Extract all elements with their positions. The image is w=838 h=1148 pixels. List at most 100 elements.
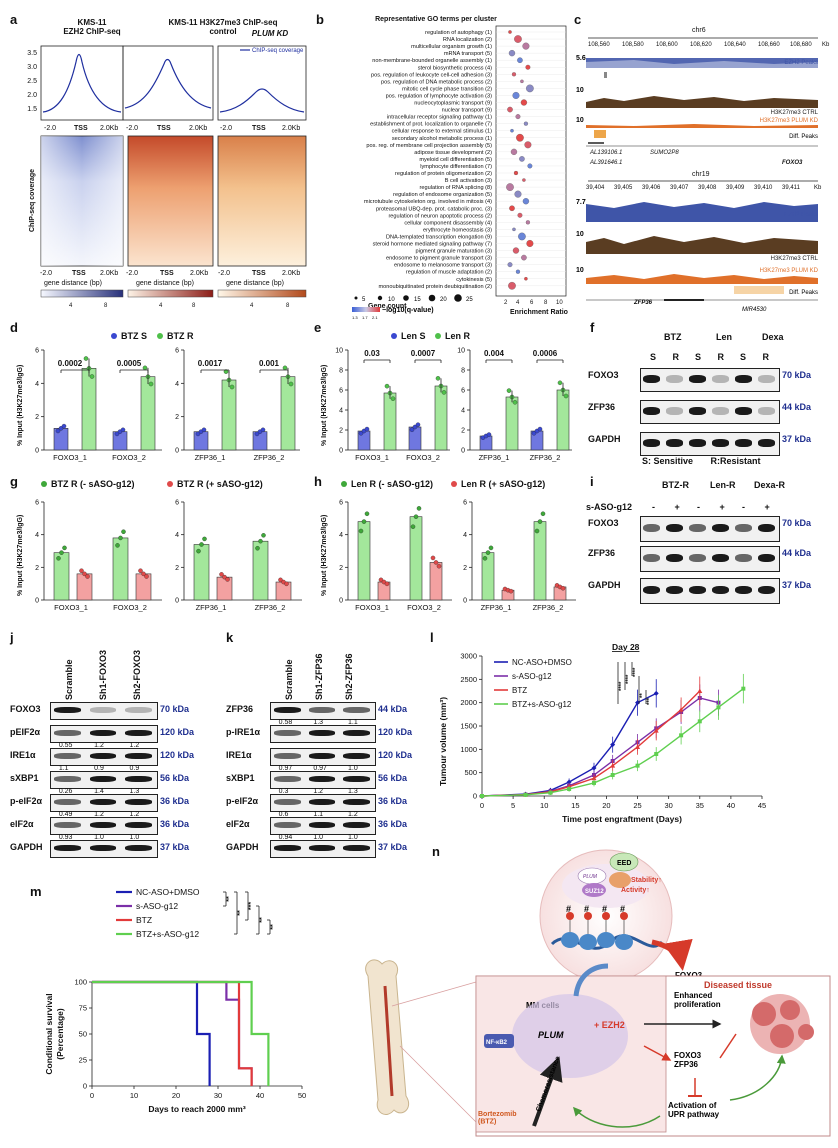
panel-a-xlabel: gene distance (bp) xyxy=(44,280,102,287)
blot-band xyxy=(124,799,152,805)
panel-a-heatmap-ctrl xyxy=(127,135,214,267)
blot-band xyxy=(54,845,82,851)
blot-quant: 1.2 xyxy=(129,742,140,749)
blot-band xyxy=(124,730,152,736)
panel-b-size-legend: 25 xyxy=(466,297,473,303)
panel-c-track-scale: 7.7 xyxy=(576,199,586,206)
data-point xyxy=(61,423,67,429)
blot-gel-strip xyxy=(640,546,780,572)
blot-group-label: Dexa xyxy=(762,332,784,342)
blot-kda-label: 70 kDa xyxy=(782,370,812,380)
blot-gel-strip xyxy=(640,516,780,542)
blot-band xyxy=(274,799,301,805)
eed-label: EED xyxy=(617,860,631,867)
data-point xyxy=(506,388,512,393)
blot-band xyxy=(308,730,336,736)
methyl-mark: # xyxy=(620,904,625,914)
blot-quant: 1.0 xyxy=(313,834,324,841)
y-tick-label: 6 xyxy=(461,388,465,395)
x-tick-label: 0 xyxy=(480,801,484,810)
go-dot xyxy=(522,42,530,50)
blot-band xyxy=(688,553,707,563)
y-axis-label: Conditional survival xyxy=(44,993,54,1074)
panel-c-coord: 108,660 xyxy=(758,42,780,48)
panel-k-label: k xyxy=(226,630,234,645)
panel-b-legend: 5 10 15 20 25 −log10(q-value) 1.3 1.7 2.… xyxy=(352,294,473,320)
x-tick-label: ZFP36_1 xyxy=(481,603,512,612)
panel-c-coord: Kb xyxy=(822,42,830,48)
y-tick-label: 0 xyxy=(461,448,465,455)
blot-band xyxy=(757,585,776,595)
panel-a-profile-ctrl xyxy=(124,58,212,109)
panel-c-gene: AL139106.1 xyxy=(589,150,622,156)
panel-a-cbar-tick: 4 xyxy=(250,303,254,309)
data-point xyxy=(410,524,416,529)
y-tick-label: 6 xyxy=(339,388,343,395)
go-term-label: pos. reg. of membrane cell projection as… xyxy=(366,143,492,149)
y-tick-label: 0 xyxy=(35,448,39,455)
y-tick-label: 0 xyxy=(83,1082,87,1091)
data-point xyxy=(89,374,95,379)
y-tick-label: 50 xyxy=(79,1030,87,1039)
p-value: 0.001 xyxy=(259,359,280,368)
blot-band xyxy=(757,523,776,533)
x-tick-label: ZFP36_1 xyxy=(479,453,510,462)
go-dot xyxy=(508,49,516,57)
legend-label: BTZ xyxy=(136,915,152,925)
go-dot xyxy=(508,30,512,34)
legend-label: s-ASO-g12 xyxy=(136,901,178,911)
go-term-label: DNA-templated transcription elongation (… xyxy=(386,234,492,240)
blot-row-label: FOXO3 xyxy=(588,370,619,380)
y-tick-label: 4 xyxy=(339,532,343,539)
legend-label: BTZ R (- sASO-g12) xyxy=(51,479,135,489)
blot-band xyxy=(642,407,661,415)
panel-c-tracks: chr6 108,560 108,580 108,600 108,620 108… xyxy=(576,27,830,313)
panel-a-ytick: 2.5 xyxy=(27,78,37,85)
panel-c-track-label: H3K27me3 PLUM KD xyxy=(760,118,819,124)
panel-c-coord: 39,406 xyxy=(642,185,661,191)
blot-quant: 0.9 xyxy=(129,765,140,772)
y-tick-label: 0 xyxy=(35,598,39,605)
p-value: 0.0002 xyxy=(58,359,83,368)
go-term-label: cellular component disassembly (4) xyxy=(404,220,492,226)
data-point xyxy=(59,550,64,555)
panel-c-coord: 108,600 xyxy=(656,42,678,48)
data-point xyxy=(654,752,659,756)
blot-lane-label: Sh1-ZFP36 xyxy=(314,653,324,700)
panel-c-track-ctrl xyxy=(586,96,818,108)
panel-c-gene: ZFP36 xyxy=(633,300,653,306)
go-term-label: microtubule cytoskeleton org. involved i… xyxy=(364,199,492,205)
legend-marker xyxy=(111,333,117,339)
y-axis-label: Tumour volume (mm³) xyxy=(438,697,448,786)
panel-b-qvalue-label: −log10(q-value) xyxy=(382,307,434,314)
blot-lane-label: - xyxy=(697,502,700,512)
panel-a-cbar-tick: 8 xyxy=(104,303,108,309)
data-point xyxy=(566,779,572,785)
prolif-label: Enhanced proliferation xyxy=(674,991,721,1009)
blot-band xyxy=(308,822,336,828)
x-tick-label: FOXO3_2 xyxy=(406,453,440,462)
blot-quant: 1.2 xyxy=(348,811,358,818)
survival-curve xyxy=(92,980,211,1086)
blot-band xyxy=(688,439,707,447)
panel-l-label: l xyxy=(430,630,434,645)
suz12-label: SUZ12 xyxy=(585,889,604,895)
x-tick-label: 40 xyxy=(727,801,735,810)
blot-band xyxy=(665,375,684,383)
panel-h-label: h xyxy=(314,474,322,489)
chemoresistance-arrow xyxy=(532,1056,563,1127)
blot-kda-label: 56 kDa xyxy=(378,773,408,783)
data-point xyxy=(364,511,370,517)
go-dot xyxy=(522,198,530,205)
panel-a-profile-box-2 xyxy=(122,45,214,121)
x-tick-label: FOXO3_2 xyxy=(112,453,146,462)
bar xyxy=(505,396,519,451)
blot-band xyxy=(274,822,301,828)
plum-complex-label: PLUM xyxy=(583,874,598,880)
blot-band xyxy=(642,585,661,595)
legend-label: BTZ S xyxy=(121,331,147,341)
blot-band xyxy=(89,776,117,782)
data-point xyxy=(82,571,87,577)
prc2-complex-bg xyxy=(562,864,650,908)
go-term-label: regulation of RNA splicing (8) xyxy=(420,185,493,191)
